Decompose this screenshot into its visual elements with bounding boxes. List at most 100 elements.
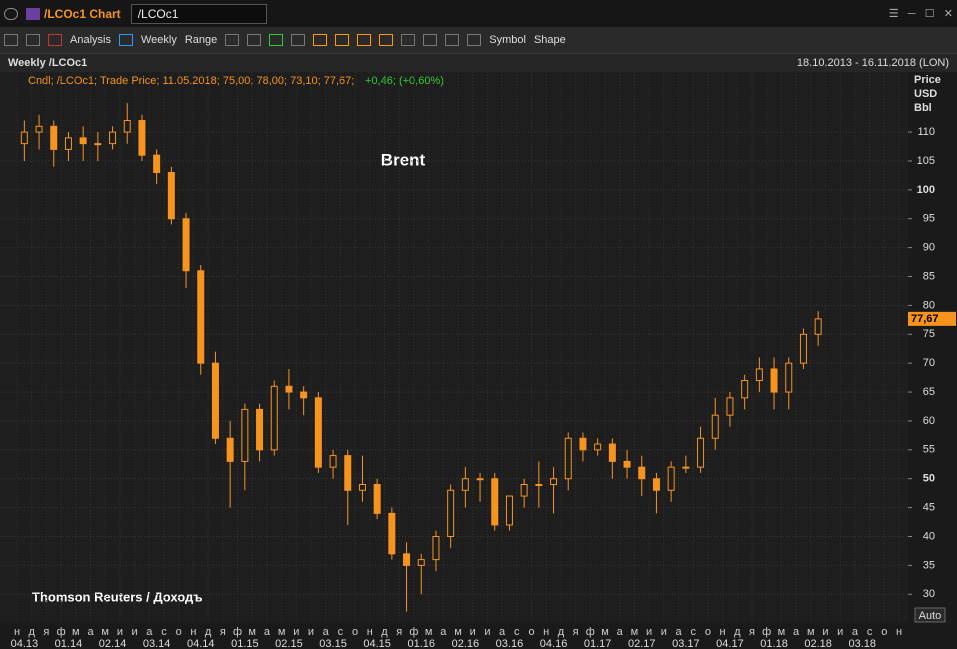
x-quarter-label: 01.14	[55, 638, 83, 649]
tool[interactable]	[269, 34, 284, 46]
auto-button[interactable]	[914, 607, 946, 623]
candle-body	[167, 172, 175, 220]
x-tick-label: с	[161, 626, 167, 638]
candle-body	[461, 478, 469, 491]
studies[interactable]	[118, 34, 133, 46]
x-quarter-label: 03.14	[143, 638, 171, 649]
candle-body	[79, 137, 87, 145]
x-tick-label: и	[308, 626, 314, 638]
candle-body	[432, 535, 440, 561]
tool[interactable]	[247, 34, 262, 46]
candle-body	[682, 466, 690, 469]
candle-body	[814, 318, 822, 335]
x-tick-label: н	[720, 626, 726, 638]
x-tick-label: я	[220, 626, 226, 638]
last-value-tag	[908, 311, 956, 326]
x-quarter-label: 03.18	[848, 638, 876, 649]
x-tick-label: о	[705, 626, 711, 638]
tool[interactable]	[225, 34, 240, 46]
x-quarter-label: 04.17	[716, 638, 744, 649]
tool[interactable]	[335, 34, 350, 46]
x-tick-label: а	[146, 626, 153, 638]
candle-body	[50, 125, 58, 150]
candle-body	[182, 218, 190, 272]
x-tick-label: ф	[409, 626, 418, 638]
candle-body	[197, 270, 205, 364]
x-tick-label: м	[778, 626, 786, 638]
y-tick-label: 65	[923, 386, 935, 398]
x-tick-label: я	[43, 626, 49, 638]
undo[interactable]	[4, 34, 18, 46]
candle-body	[799, 333, 807, 364]
tool[interactable]	[313, 34, 328, 46]
tool[interactable]	[357, 34, 372, 46]
x-tick-label: и	[484, 626, 490, 638]
candle-body	[211, 362, 219, 439]
x-tick-label: м	[72, 626, 80, 638]
x-tick-label: а	[87, 626, 94, 638]
x-tick-label: ф	[233, 626, 242, 638]
tool[interactable]	[467, 34, 482, 46]
legend-change: +0,46; (+0,60%)	[365, 75, 444, 87]
x-tick-label: а	[793, 626, 800, 638]
y-tick-label: 95	[923, 213, 935, 225]
link-icon[interactable]	[4, 7, 18, 20]
annotation: Thomson Reuters / Доходъ	[32, 589, 203, 604]
y-tick-label: 85	[923, 270, 935, 282]
candle-body	[241, 408, 249, 462]
candle-body	[550, 478, 558, 485]
tool[interactable]	[401, 34, 416, 46]
tool[interactable]	[423, 34, 438, 46]
title-bar: /LCOc1 Chart /LCOc1 ☰ ─ ☐ ✕	[0, 0, 957, 27]
x-quarter-label: 01.16	[407, 638, 435, 649]
y-axis-label: Bbl	[914, 102, 932, 114]
y-tick-label: 80	[923, 299, 935, 311]
x-tick-label: м	[425, 626, 433, 638]
x-tick-label: о	[352, 626, 358, 638]
x-tick-label: с	[338, 626, 344, 638]
candle-body	[770, 368, 778, 393]
x-tick-label: а	[617, 626, 624, 638]
candle-body	[667, 466, 675, 491]
x-tick-label: д	[28, 626, 35, 638]
candle-body	[726, 397, 734, 416]
candle-body	[697, 437, 705, 468]
x-tick-label: ф	[762, 626, 771, 638]
search-box[interactable]: /LCOc1	[130, 3, 267, 24]
candle-body	[520, 484, 528, 497]
shape-menu[interactable]: Shape	[533, 34, 566, 46]
tool[interactable]	[291, 34, 306, 46]
x-tick-label: а	[852, 626, 859, 638]
candle-body	[785, 362, 793, 393]
x-quarter-label: 02.16	[452, 638, 480, 649]
range-menu[interactable]: Range	[184, 34, 218, 46]
candle-body	[476, 478, 484, 481]
chart-name: Weekly /LCOc1	[8, 57, 88, 69]
x-tick-label: м	[601, 626, 609, 638]
x-tick-label: д	[734, 626, 741, 638]
interval-menu[interactable]: Weekly	[140, 34, 177, 46]
candle-body	[256, 408, 264, 451]
analysis-menu[interactable]: Analysis	[70, 34, 111, 46]
chart-type[interactable]	[48, 34, 62, 46]
symbol-menu[interactable]: Symbol	[489, 34, 526, 46]
auto-label[interactable]: Auto	[919, 610, 942, 622]
tool[interactable]	[379, 34, 394, 46]
candle-body	[652, 478, 660, 491]
y-axis-area	[908, 72, 957, 649]
candle-body	[270, 385, 278, 451]
x-tick-label: м	[454, 626, 462, 638]
candle-body	[535, 484, 543, 486]
redo[interactable]	[26, 34, 40, 46]
toolbar: Analysis Weekly Range Symbol Shape	[0, 27, 957, 54]
tool[interactable]	[445, 34, 460, 46]
x-tick-label: а	[675, 626, 682, 638]
candle-body	[594, 443, 602, 451]
x-tick-label: н	[543, 626, 549, 638]
y-tick-label: 30	[923, 588, 935, 600]
candle-body	[711, 414, 719, 439]
y-tick-label: 100	[917, 184, 935, 196]
x-quarter-label: 04.13	[11, 638, 39, 649]
x-tick-label: м	[807, 626, 815, 638]
sub-header: Weekly /LCOc1 18.10.2013 - 16.11.2018 (L…	[0, 54, 957, 72]
